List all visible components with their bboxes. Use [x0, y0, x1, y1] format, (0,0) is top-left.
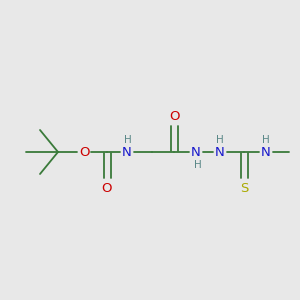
Text: N: N — [122, 146, 132, 158]
Text: N: N — [191, 146, 201, 158]
Text: H: H — [216, 135, 224, 145]
Text: S: S — [240, 182, 248, 196]
Text: O: O — [79, 146, 89, 158]
Text: N: N — [215, 146, 225, 158]
Text: O: O — [102, 182, 112, 194]
Text: N: N — [261, 146, 271, 158]
Text: H: H — [124, 135, 132, 145]
Text: O: O — [169, 110, 179, 122]
Text: H: H — [194, 160, 202, 170]
Text: H: H — [262, 135, 270, 145]
